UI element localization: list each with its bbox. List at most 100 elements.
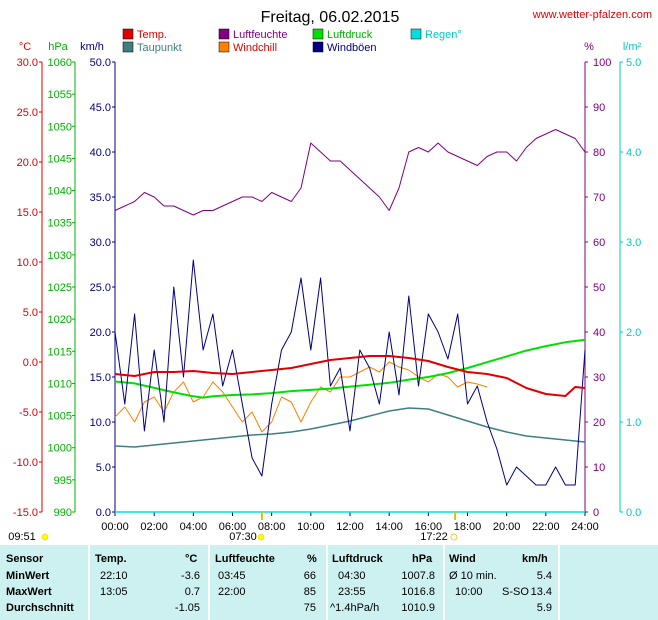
chart-title: Freitag, 06.02.2015	[261, 9, 400, 26]
stats-hum-time: 03:45	[218, 570, 246, 582]
legend-label: Taupunkt	[137, 42, 182, 54]
series-line-temp	[114, 355, 586, 397]
time-tick-label: 10:00	[297, 521, 325, 533]
rain-tick-label: 1.0	[626, 417, 641, 429]
sunset-icon	[450, 533, 458, 541]
percent-tick-label: 80	[593, 147, 605, 159]
celsius-tick-label: -5.0	[19, 407, 38, 419]
series-line-luftdruck	[114, 338, 586, 399]
stats-temp-value: 0.7	[184, 586, 200, 598]
percent-tick-label: 90	[593, 102, 605, 114]
hpa-tick-label: 990	[54, 507, 72, 519]
stats-temp-time: 13:05	[100, 586, 128, 598]
stats-row-label: Durchschnitt	[6, 602, 74, 614]
stats-wind-dir: S-SO	[502, 586, 529, 598]
celsius-tick-label: -10.0	[13, 457, 38, 469]
stats-table: Sensor Temp. °C Luftfeuchte % Luftdruck …	[0, 545, 658, 620]
stats-header-humidity: Luftfeuchte	[215, 553, 275, 565]
stats-row-label: MaxWert	[6, 586, 52, 598]
stats-wind-value: 13.4	[530, 586, 552, 598]
stats-temp-time: 22:10	[100, 570, 128, 582]
kmh-tick-label: 45.0	[90, 102, 111, 114]
stats-divider	[558, 545, 560, 620]
stats-wind-value: 5.9	[536, 602, 552, 614]
kmh-tick-label: 15.0	[90, 372, 111, 384]
stats-header-humidity-unit: %	[307, 553, 317, 565]
time-tick-label: 22:00	[532, 521, 560, 533]
stats-header-sensor: Sensor	[6, 553, 44, 565]
percent-tick-label: 30	[593, 372, 605, 384]
hpa-tick-label: 1060	[48, 57, 72, 69]
hpa-tick-label: 995	[54, 475, 72, 487]
legend-label: Temp.	[137, 29, 167, 41]
kmh-tick-label: 25.0	[90, 282, 111, 294]
series-group	[114, 129, 586, 513]
legend-swatch	[122, 41, 134, 53]
rain-unit-label: l/m²	[623, 41, 642, 53]
hpa-tick-label: 1025	[48, 282, 72, 294]
time-tick-label: 12:00	[336, 521, 364, 533]
celsius-tick-label: 10.0	[17, 257, 38, 269]
series-line-windchill	[114, 361, 488, 433]
percent-tick-label: 60	[593, 237, 605, 249]
stats-wind-time: 10:00	[455, 586, 483, 598]
legend-swatch	[218, 28, 230, 40]
stats-header-temp-unit: °C	[185, 553, 198, 565]
stats-header-wind-unit: km/h	[522, 553, 548, 565]
series-line-windben	[114, 259, 586, 486]
sun-icon	[41, 533, 49, 541]
site-link[interactable]: www.wetter-pfalzen.com	[532, 9, 652, 21]
time-tick-label: 18:00	[454, 521, 482, 533]
rain-tick-label: 0.0	[626, 507, 641, 519]
stats-wind-time: Ø 10 min.	[449, 570, 497, 582]
percent-tick-label: 40	[593, 327, 605, 339]
stats-divider	[326, 545, 328, 620]
kmh-tick-label: 10.0	[90, 417, 111, 429]
kmh-tick-label: 30.0	[90, 237, 111, 249]
legend-label: Windböen	[327, 42, 377, 54]
legend-label: Regen°	[425, 29, 462, 41]
stats-wind-value: 5.4	[536, 570, 552, 582]
stats-header-wind: Wind	[449, 553, 476, 565]
series-line-luftfeuchte	[114, 129, 586, 216]
legend-swatch	[122, 28, 134, 40]
hpa-tick-label: 1035	[48, 218, 72, 230]
time-tick-label: 16:00	[415, 521, 443, 533]
stats-divider	[443, 545, 445, 620]
stats-press-time: 04:30	[338, 570, 366, 582]
stats-hum-time: 22:00	[218, 586, 246, 598]
stats-divider	[88, 545, 90, 620]
kmh-tick-label: 20.0	[90, 327, 111, 339]
stats-press-time: ^1.4hPa/h	[330, 602, 380, 614]
stats-hum-value: 75	[303, 602, 316, 614]
stats-row-label: MinWert	[6, 570, 50, 582]
rain-tick-label: 4.0	[626, 147, 641, 159]
percent-tick-label: 10	[593, 462, 605, 474]
rain-tick-label: 5.0	[626, 57, 641, 69]
time-tick-label: 04:00	[180, 521, 208, 533]
stats-hum-value: 66	[303, 570, 316, 582]
kmh-tick-label: 50.0	[90, 57, 111, 69]
chart-svg: Freitag, 06.02.2015 www.wetter-pfalzen.c…	[8, 9, 652, 543]
stats-press-value: 1010.9	[401, 602, 435, 614]
legend-label: Luftdruck	[327, 29, 373, 41]
stats-header-pressure-unit: hPa	[412, 553, 433, 565]
hpa-tick-label: 1010	[48, 378, 72, 390]
kmh-tick-label: 40.0	[90, 147, 111, 159]
celsius-tick-label: 15.0	[17, 207, 38, 219]
hpa-unit-label: hPa	[48, 41, 68, 53]
axis-ticks: 30.0 25.0 20.0 15.0 10.0 5.0 0.0 -5.0 -10.0 -15.0…	[13, 57, 641, 533]
stats-temp-value: -1.05	[174, 602, 200, 614]
legend-swatch	[312, 28, 324, 40]
kmh-tick-label: 35.0	[90, 192, 111, 204]
time-tick-label: 08:00	[258, 521, 286, 533]
kmh-tick-label: 5.0	[96, 462, 111, 474]
legend-swatch	[312, 41, 324, 53]
sunrise-label: 07:30	[229, 531, 257, 543]
stats-press-time: 23:55	[338, 586, 366, 598]
percent-tick-label: 0	[593, 507, 599, 519]
hpa-tick-label: 1030	[48, 250, 72, 262]
stats-header-temp: Temp.	[95, 553, 127, 565]
